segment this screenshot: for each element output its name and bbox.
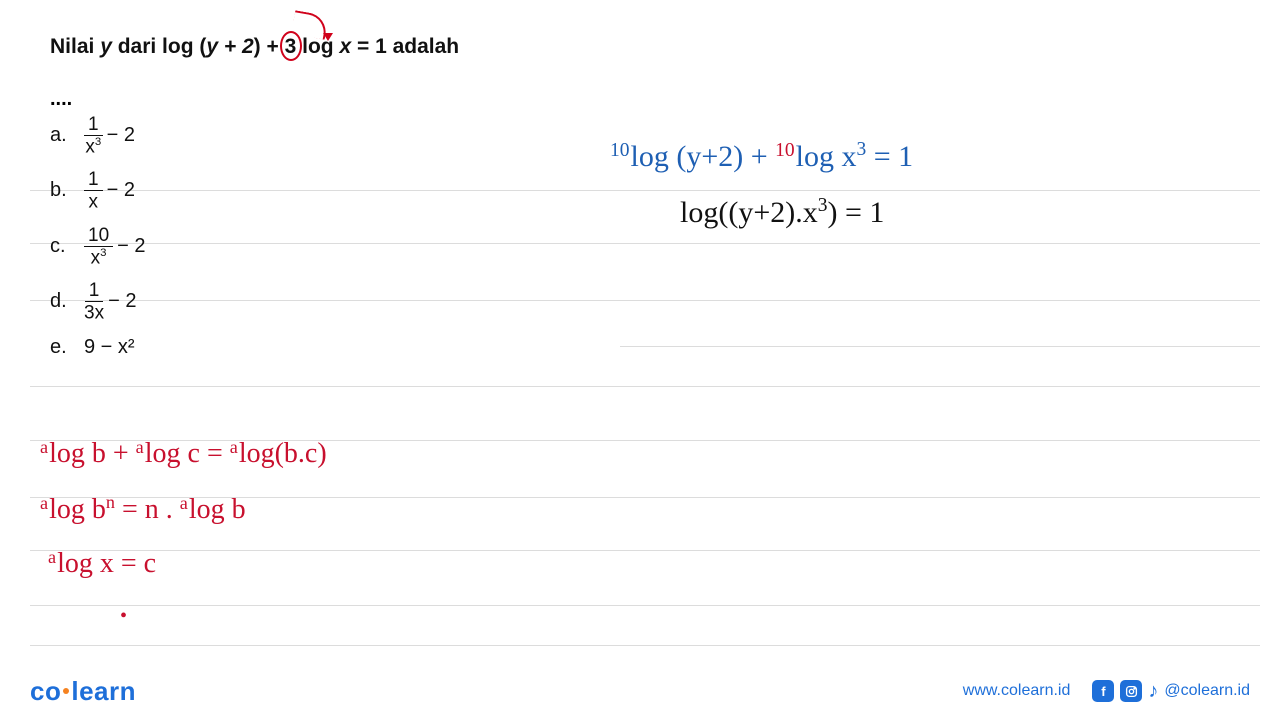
prescript: a xyxy=(230,437,238,457)
rule-line xyxy=(620,300,1260,301)
prescript: a xyxy=(40,493,48,513)
fraction: 10 x3 xyxy=(84,226,113,267)
circled-number: 3 xyxy=(285,35,297,59)
prescript: a xyxy=(40,437,48,457)
superscript: 3 xyxy=(857,139,867,160)
option-letter: d. xyxy=(50,290,84,313)
q-var-y: y xyxy=(100,35,112,58)
facebook-icon[interactable]: f xyxy=(1092,680,1114,702)
option-b: b. 1 x − 2 xyxy=(50,170,146,211)
rule-line xyxy=(30,645,1260,646)
option-tail: − 2 xyxy=(117,235,145,258)
fraction: 1 x xyxy=(84,170,103,211)
hw-text: log b + xyxy=(49,438,136,469)
footer: colearn www.colearn.id f ♪ @colearn.id xyxy=(0,670,1280,720)
prescript: 10 xyxy=(610,140,630,161)
option-letter: b. xyxy=(50,179,84,202)
option-tail: − 2 xyxy=(108,290,136,313)
hw-text: log (y+2) + xyxy=(631,140,776,173)
handwritten-rule-3: alog x = c xyxy=(48,548,156,580)
social-handle[interactable]: @colearn.id xyxy=(1164,682,1250,700)
option-tail: − 2 xyxy=(107,179,135,202)
superscript: n xyxy=(106,492,115,512)
numerator: 1 xyxy=(84,115,103,136)
den-sup: 3 xyxy=(100,247,106,259)
prescript: 10 xyxy=(775,140,795,161)
rule-line xyxy=(30,550,1260,551)
option-plain: 9 − x² xyxy=(84,336,135,359)
hw-text: log c = xyxy=(145,438,230,469)
rule-line xyxy=(620,243,1260,244)
hw-text: log b xyxy=(49,494,106,525)
instagram-icon[interactable] xyxy=(1120,680,1142,702)
option-tail: − 2 xyxy=(107,124,135,147)
prescript: a xyxy=(180,493,188,513)
handwritten-work-1: 10log (y+2) + 10log x3 = 1 xyxy=(610,140,913,174)
brand-dot-icon xyxy=(63,688,69,694)
q-expr1: y + 2 xyxy=(206,35,253,58)
numerator: 1 xyxy=(84,170,103,191)
fraction: 1 x3 xyxy=(84,115,103,156)
den-base: x xyxy=(91,247,101,268)
numerator: 1 xyxy=(85,281,104,302)
hw-text: log x = c xyxy=(57,548,156,579)
ellipsis: .... xyxy=(50,88,72,111)
option-letter: e. xyxy=(50,336,84,359)
hw-text: = n . xyxy=(115,494,180,525)
den-base: x xyxy=(89,192,99,213)
option-letter: a. xyxy=(50,124,84,147)
denominator: x xyxy=(89,191,99,211)
q-prefix: Nilai xyxy=(50,35,100,58)
red-arrow-head xyxy=(323,33,333,41)
denominator: 3x xyxy=(84,302,104,322)
denominator: x3 xyxy=(91,247,107,267)
option-letter: c. xyxy=(50,235,84,258)
q-mid2: ) + xyxy=(254,35,285,58)
hw-text: log b xyxy=(189,494,246,525)
rule-line xyxy=(620,190,1260,191)
brand-part2: learn xyxy=(71,676,136,706)
tiktok-icon[interactable]: ♪ xyxy=(1148,680,1158,703)
den-base: 3x xyxy=(84,302,104,323)
hw-text: ) = 1 xyxy=(827,196,884,229)
superscript: 3 xyxy=(818,195,828,216)
hw-text: log((y+2).x xyxy=(680,196,818,229)
rule-line xyxy=(30,386,1260,387)
den-sup: 3 xyxy=(95,136,101,148)
hw-text: log x xyxy=(796,140,857,173)
question-text: Nilai y dari log (y + 2) + 3 log x = 1 a… xyxy=(50,35,459,59)
prescript: a xyxy=(136,437,144,457)
option-a: a. 1 x3 − 2 xyxy=(50,115,146,156)
circled-value: 3 xyxy=(285,35,297,58)
brand-logo: colearn xyxy=(30,676,136,707)
hw-text: = 1 xyxy=(866,140,913,173)
hw-text: log(b.c) xyxy=(239,438,327,469)
prescript: a xyxy=(48,547,56,567)
rule-line xyxy=(30,605,1260,606)
q-mid1: dari log ( xyxy=(112,35,207,58)
social-icons: f ♪ @colearn.id xyxy=(1092,680,1250,703)
option-d: d. 1 3x − 2 xyxy=(50,281,146,322)
option-c: c. 10 x3 − 2 xyxy=(50,226,146,267)
den-base: x xyxy=(85,136,95,157)
red-dot: • xyxy=(120,605,127,628)
q-var-x: x xyxy=(339,35,351,58)
options-list: a. 1 x3 − 2 b. 1 x − 2 c. 10 x3 − 2 d. xyxy=(50,115,146,373)
fraction: 1 3x xyxy=(84,281,104,322)
denominator: x3 xyxy=(85,136,101,156)
handwritten-rule-2: alog bn = n . alog b xyxy=(40,494,246,526)
handwritten-rule-1: alog b + alog c = alog(b.c) xyxy=(40,438,327,470)
rule-line xyxy=(620,346,1260,347)
handwritten-work-2: log((y+2).x3) = 1 xyxy=(680,196,884,230)
footer-right: www.colearn.id f ♪ @colearn.id xyxy=(963,680,1250,703)
footer-url[interactable]: www.colearn.id xyxy=(963,682,1071,700)
numerator: 10 xyxy=(84,226,113,247)
brand-part1: co xyxy=(30,676,61,706)
page: Nilai y dari log (y + 2) + 3 log x = 1 a… xyxy=(0,0,1280,720)
option-e: e. 9 − x² xyxy=(50,336,146,359)
q-mid4: = 1 adalah xyxy=(351,35,459,58)
